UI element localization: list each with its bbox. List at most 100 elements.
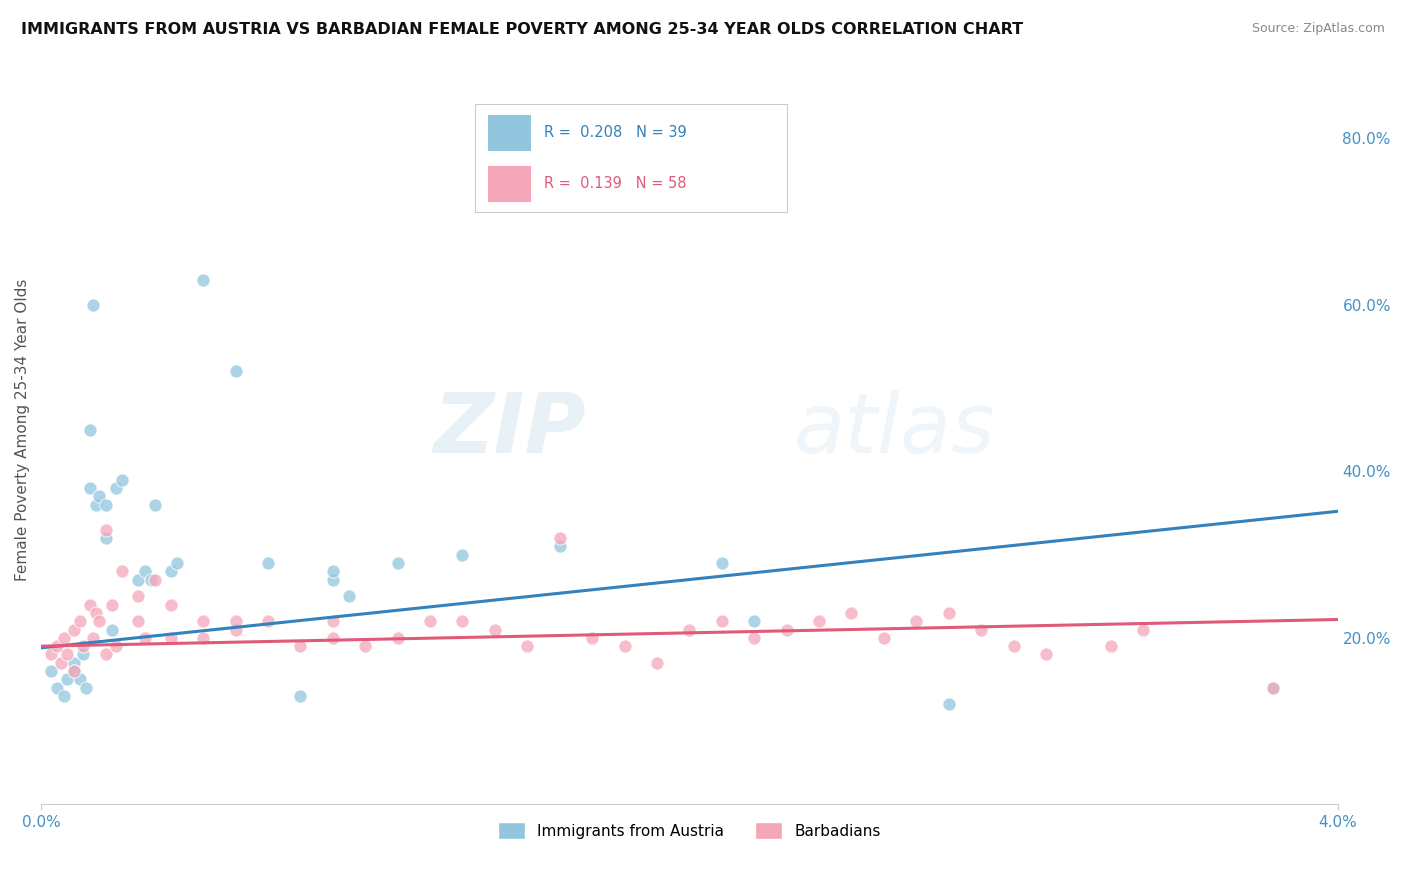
Text: IMMIGRANTS FROM AUSTRIA VS BARBADIAN FEMALE POVERTY AMONG 25-34 YEAR OLDS CORREL: IMMIGRANTS FROM AUSTRIA VS BARBADIAN FEM…	[21, 22, 1024, 37]
Point	[166, 556, 188, 570]
Point	[46, 639, 69, 653]
Point	[89, 614, 111, 628]
Point	[905, 614, 928, 628]
Point	[322, 614, 344, 628]
Point	[1002, 639, 1025, 653]
Point	[159, 631, 181, 645]
Point	[72, 648, 94, 662]
Point	[873, 631, 896, 645]
Point	[581, 631, 603, 645]
Point	[225, 614, 247, 628]
Point	[775, 623, 797, 637]
Point	[322, 573, 344, 587]
Point	[451, 614, 474, 628]
Point	[127, 589, 149, 603]
Point	[94, 531, 117, 545]
Point	[742, 614, 765, 628]
Point	[79, 423, 101, 437]
Point	[62, 623, 84, 637]
Point	[39, 664, 62, 678]
Point	[193, 273, 215, 287]
Point	[938, 698, 960, 712]
Point	[225, 623, 247, 637]
Point	[387, 631, 409, 645]
Point	[134, 564, 156, 578]
Point	[94, 523, 117, 537]
Legend: Immigrants from Austria, Barbadians: Immigrants from Austria, Barbadians	[492, 815, 887, 846]
Text: ZIP: ZIP	[433, 389, 586, 470]
Point	[387, 556, 409, 570]
Point	[159, 598, 181, 612]
Point	[79, 481, 101, 495]
Point	[548, 539, 571, 553]
Point	[1035, 648, 1057, 662]
Point	[79, 598, 101, 612]
Point	[94, 648, 117, 662]
Point	[678, 623, 700, 637]
Point	[808, 614, 831, 628]
Point	[841, 606, 863, 620]
Point	[89, 489, 111, 503]
Point	[62, 664, 84, 678]
Point	[94, 498, 117, 512]
Point	[516, 639, 538, 653]
Point	[104, 481, 127, 495]
Point	[141, 573, 163, 587]
Point	[56, 673, 79, 687]
Point	[548, 531, 571, 545]
Point	[322, 631, 344, 645]
Point	[337, 589, 360, 603]
Point	[39, 648, 62, 662]
Point	[101, 598, 124, 612]
Point	[46, 681, 69, 695]
Point	[290, 689, 312, 703]
Point	[49, 656, 72, 670]
Point	[257, 556, 280, 570]
Y-axis label: Female Poverty Among 25-34 Year Olds: Female Poverty Among 25-34 Year Olds	[15, 278, 30, 581]
Point	[143, 498, 166, 512]
Point	[290, 639, 312, 653]
Point	[82, 631, 104, 645]
Point	[742, 631, 765, 645]
Point	[62, 656, 84, 670]
Point	[134, 631, 156, 645]
Point	[1261, 681, 1284, 695]
Point	[193, 614, 215, 628]
Point	[645, 656, 668, 670]
Point	[193, 631, 215, 645]
Point	[82, 298, 104, 312]
Point	[52, 631, 75, 645]
Point	[127, 614, 149, 628]
Point	[52, 689, 75, 703]
Point	[76, 681, 98, 695]
Point	[451, 548, 474, 562]
Point	[84, 606, 107, 620]
Point	[56, 648, 79, 662]
Text: atlas: atlas	[793, 389, 994, 470]
Point	[69, 614, 91, 628]
Point	[1132, 623, 1154, 637]
Point	[225, 364, 247, 378]
Point	[710, 556, 733, 570]
Point	[938, 606, 960, 620]
Point	[111, 473, 134, 487]
Point	[354, 639, 377, 653]
Point	[69, 673, 91, 687]
Point	[257, 614, 280, 628]
Point	[419, 614, 441, 628]
Point	[1099, 639, 1122, 653]
Point	[101, 623, 124, 637]
Point	[127, 573, 149, 587]
Point	[322, 564, 344, 578]
Point	[159, 564, 181, 578]
Point	[104, 639, 127, 653]
Point	[72, 639, 94, 653]
Point	[111, 564, 134, 578]
Point	[84, 498, 107, 512]
Point	[484, 623, 506, 637]
Text: Source: ZipAtlas.com: Source: ZipAtlas.com	[1251, 22, 1385, 36]
Point	[710, 614, 733, 628]
Point	[62, 664, 84, 678]
Point	[1261, 681, 1284, 695]
Point	[143, 573, 166, 587]
